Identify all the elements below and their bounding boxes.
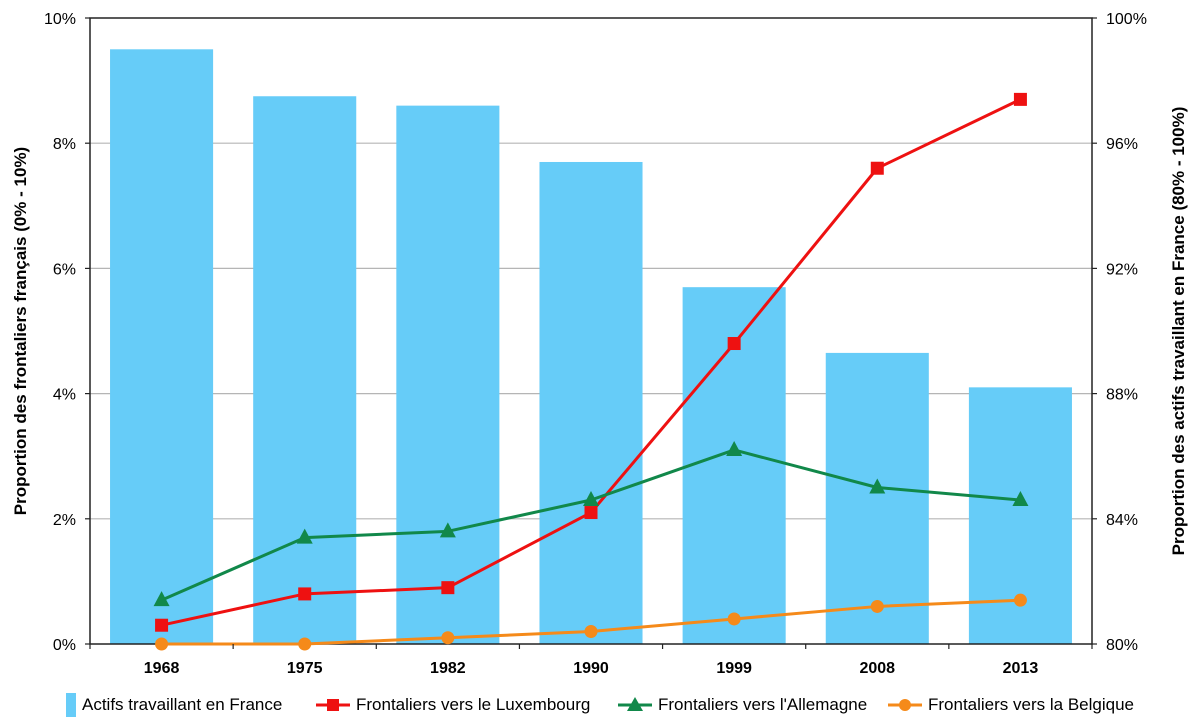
x-tick-label-1975: 1975: [287, 660, 323, 677]
legend-item-bars: Actifs travaillant en France: [66, 690, 282, 720]
plot-border: [89, 17, 1093, 645]
marker-1999: [727, 612, 741, 626]
x-tick-label-1990: 1990: [573, 660, 609, 677]
x-tick-label-1999: 1999: [716, 660, 752, 677]
legend-item-belgique: Frontaliers vers la Belgique: [888, 690, 1134, 720]
legend: Actifs travaillant en France Frontaliers…: [0, 690, 1200, 720]
bar-series: [110, 49, 1072, 645]
y-left-tick-label: 2%: [53, 512, 76, 529]
series-0: [155, 92, 1027, 632]
line-series: [153, 92, 1029, 651]
marker-2013: [1012, 491, 1029, 507]
y-left-tick-label: 8%: [53, 136, 76, 153]
bar-1982: [396, 105, 500, 644]
marker-1968: [155, 637, 169, 651]
y-right-tick-label: 80%: [1106, 637, 1138, 654]
y-right-tick-label: 88%: [1106, 387, 1138, 404]
y-left-tick-label: 0%: [53, 637, 76, 654]
x-tick-label-2008: 2008: [859, 660, 895, 677]
marker-1975: [296, 528, 313, 544]
legend-label-belgique: Frontaliers vers la Belgique: [928, 695, 1134, 714]
marker-1990: [583, 491, 599, 507]
marker-1975: [298, 637, 312, 651]
marker-2008: [870, 161, 884, 175]
marker-1982: [441, 581, 455, 595]
legend-triangle-marker-icon: [618, 697, 652, 711]
legend-label-luxembourg: Frontaliers vers le Luxembourg: [356, 695, 591, 714]
plot-frame: [89, 17, 1093, 645]
y-axis-right-title: Proportion des actifs travaillant en Fra…: [1169, 107, 1188, 556]
x-tick-label-1968: 1968: [144, 660, 180, 677]
marker-1982: [441, 631, 455, 645]
bar-1990: [539, 161, 643, 645]
marker-1968: [155, 618, 169, 632]
y-left-tick-label: 4%: [53, 387, 76, 404]
x-tick-label-2013: 2013: [1003, 660, 1039, 677]
marker-1975: [298, 587, 312, 601]
marker-1990: [584, 624, 598, 638]
y-axis-left-title: Proportion des frontaliers français (0% …: [11, 147, 30, 515]
legend-label-allemagne: Frontaliers vers l'Allemagne: [658, 695, 868, 714]
y-left-tick-label: 10%: [44, 11, 76, 28]
series-2: [155, 593, 1027, 651]
marker-1999: [727, 337, 741, 351]
legend-label-bars: Actifs travaillant en France: [82, 695, 283, 714]
marker-1990: [584, 506, 598, 520]
y-right-tick-label: 100%: [1106, 11, 1147, 28]
marker-2008: [870, 599, 884, 613]
legend-item-allemagne: Frontaliers vers l'Allemagne: [618, 690, 867, 720]
marker-1968: [153, 591, 170, 607]
bar-1975: [253, 96, 357, 644]
y-right-tick-label: 96%: [1106, 136, 1138, 153]
bar-2008: [825, 352, 929, 644]
y-right-tick-label: 84%: [1106, 512, 1138, 529]
axis-ticks: 0% 2% 4% 6% 8% 10% 80% 84% 88% 92% 96% 100% 1968 1975…: [44, 11, 1147, 677]
marker-2008: [869, 478, 886, 494]
legend-circle-marker-icon: [888, 699, 922, 711]
marker-2013: [1013, 593, 1027, 607]
x-tick-label-1982: 1982: [430, 660, 466, 677]
legend-bar-swatch: [66, 693, 76, 717]
y-right-tick-label: 92%: [1106, 261, 1138, 278]
marker-1982: [439, 522, 456, 538]
marker-1999: [726, 440, 743, 456]
bar-1968: [110, 49, 214, 645]
marker-2013: [1013, 92, 1027, 106]
series-1: [153, 440, 1029, 607]
y-left-tick-label: 6%: [53, 261, 76, 278]
legend-item-luxembourg: Frontaliers vers le Luxembourg: [316, 690, 590, 720]
legend-square-marker-icon: [316, 699, 350, 711]
combo-chart: 0% 2% 4% 6% 8% 10% 80% 84% 88% 92% 96% 100% 1968 1975…: [11, 11, 1188, 677]
